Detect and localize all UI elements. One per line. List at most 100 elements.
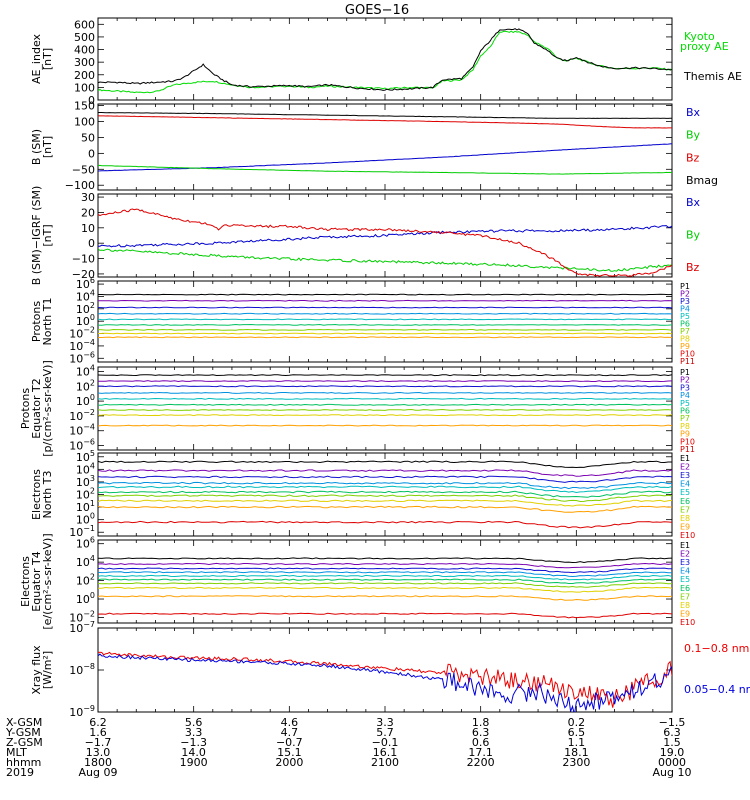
y-tick-label: 10−4: [69, 423, 95, 438]
series-line: [98, 164, 672, 175]
x-axis-value: 1.5: [663, 736, 681, 749]
series-line: [98, 248, 672, 272]
y-axis-title: B (SM): [30, 129, 43, 165]
panel-frame: [97, 452, 673, 537]
y-tick-label: 500: [74, 31, 95, 44]
legend-entry: P6: [680, 407, 690, 416]
y-tick-label: 400: [74, 44, 95, 57]
legend-entry: E10: [680, 531, 695, 540]
legend-entry: Bz: [686, 151, 700, 164]
y-tick-label: 10−2: [69, 408, 95, 423]
y-tick-label: 50: [81, 131, 95, 144]
x-axis-value: 1900: [180, 756, 208, 769]
x-axis-value: Aug 09: [79, 766, 118, 779]
legend-entry: E7: [680, 592, 690, 601]
y-tick-label: 100: [74, 81, 95, 94]
legend: 0.1−0.8 nm 0.05−0.4 nm: [684, 642, 750, 696]
x-axis-row-label: X-GSM: [6, 716, 42, 729]
x-axis-value: 0.2: [568, 716, 586, 729]
legend-entry: E7: [680, 505, 690, 514]
legend-entry: E8: [680, 514, 690, 523]
y-axis-title: [nT]: [41, 136, 54, 158]
x-axis-value: −0.7: [276, 736, 303, 749]
x-axis-value: 6.3: [472, 726, 490, 739]
series-line: [98, 208, 672, 277]
series-line: [98, 28, 672, 91]
legend-entry: E10: [680, 618, 695, 627]
legend-entry: Bmag: [686, 174, 718, 187]
y-axis-title: [e/(cm²-s-sr-keV)]: [41, 533, 54, 629]
legend-entry: P4: [680, 305, 690, 314]
x-axis-value: 2300: [562, 756, 590, 769]
series-line: [98, 391, 672, 394]
panel-frame: [97, 280, 673, 363]
y-tick-label: 10−7: [69, 620, 95, 635]
series-line: [98, 225, 672, 248]
x-axis-value: 16.1: [373, 746, 398, 759]
y-axis-title: Electrons: [19, 556, 32, 607]
series-line: [98, 505, 672, 513]
series-line: [98, 403, 672, 406]
series-group: [98, 651, 672, 712]
y-axis-title: Xray flux: [30, 645, 43, 695]
y-axis-title: Equator T4: [30, 551, 43, 611]
x-axis-row-label: MLT: [6, 746, 27, 759]
series-line: [98, 374, 672, 377]
x-axis-value: 1800: [84, 756, 112, 769]
x-axis-value: 3.3: [376, 716, 394, 729]
y-tick-label: 10: [81, 222, 95, 235]
legend-entry: P3: [680, 383, 690, 392]
series-line: [98, 586, 672, 593]
legend-entry: E4: [680, 480, 690, 489]
series-line: [98, 332, 672, 335]
x-axis-value: 6.5: [568, 726, 586, 739]
series-line: [98, 595, 672, 601]
series-group: [98, 460, 672, 529]
legend-entry: Themis AE: [683, 70, 742, 83]
legend-entry: P7: [680, 327, 690, 336]
series-line: [98, 494, 672, 503]
legend-entry: E9: [680, 522, 690, 531]
x-axis-value: 6.2: [89, 716, 107, 729]
y-axis-title: AE_index: [30, 33, 43, 84]
legend-entry: By: [686, 229, 701, 242]
series-line: [98, 520, 672, 529]
legend-entry: P9: [680, 342, 690, 351]
y-tick-label: 100: [76, 591, 95, 606]
legend-entry: 0.1−0.8 nm: [684, 642, 749, 655]
series-line: [98, 653, 672, 712]
y-tick-label: 104: [76, 554, 95, 569]
series-line: [98, 499, 672, 507]
panel-b_sm: −100 −50 0 50 100 150 B (SM)[nT] Bx By Bz Bmag: [30, 100, 718, 193]
x-axis-value: 5.7: [376, 726, 394, 739]
legend-entry: P8: [680, 422, 690, 431]
x-axis-value: 13.0: [86, 746, 111, 759]
legend-entry: P3: [680, 297, 690, 306]
panel-b_minus_igrf: −20 −10 0 10 20 30 B (SM)−IGRF (SM)[nT] Bx By Bz: [30, 186, 701, 286]
series-line: [98, 312, 672, 315]
legend-entry: Kyoto: [684, 30, 715, 43]
series-line: [98, 112, 672, 119]
legend-entry: P4: [680, 391, 690, 400]
x-axis-row-label: Z-GSM: [6, 736, 43, 749]
series-group: [98, 293, 672, 339]
y-tick-label: 100: [76, 393, 95, 408]
y-tick-label: 10−8: [69, 662, 95, 677]
x-axis-value: 15.1: [277, 746, 302, 759]
x-axis-row-label: hhmm: [6, 756, 41, 769]
legend-entry: E5: [680, 575, 690, 584]
series-line: [98, 460, 672, 469]
y-tick-label: −20: [72, 268, 95, 281]
legend-entry: E9: [680, 609, 690, 618]
series-group: [98, 208, 672, 277]
y-tick-label: 0: [88, 237, 95, 250]
legend-entry: P9: [680, 430, 690, 439]
chart-panels: 0100200300400500600AE_index[nT]Kyotoprox…: [19, 17, 750, 719]
legend-entry: Bx: [686, 106, 701, 119]
legend-entry: P8: [680, 335, 690, 344]
